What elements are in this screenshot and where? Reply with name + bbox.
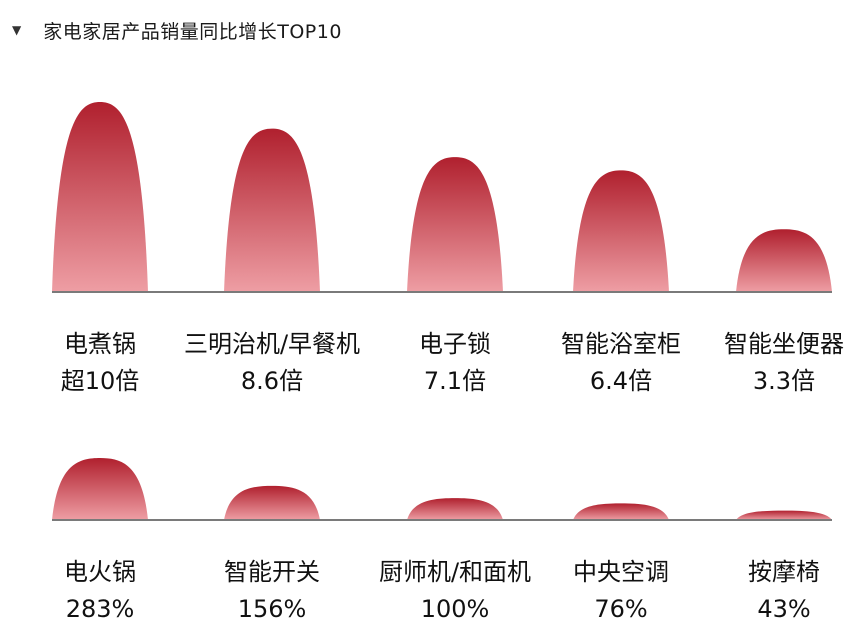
category-label: 电子锁 [419, 330, 491, 358]
value-label: 76% [594, 595, 647, 623]
bar-mark [52, 458, 148, 520]
bar-mark [573, 170, 669, 292]
category-label: 电火锅 [64, 558, 136, 586]
bar-mark [736, 510, 832, 520]
category-label: 三明治机/早餐机 [184, 330, 360, 358]
category-label: 电煮锅 [64, 330, 136, 358]
bar-mark [407, 157, 503, 292]
chart-title: 家电家居产品销量同比增长TOP10 [43, 20, 342, 43]
category-label: 智能开关 [224, 558, 320, 586]
value-label: 283% [66, 595, 135, 623]
value-label: 100% [421, 595, 490, 623]
value-label: 6.4倍 [590, 367, 652, 395]
category-label: 按摩椅 [748, 558, 820, 586]
bar-mark [407, 498, 503, 520]
category-label: 智能坐便器 [724, 330, 844, 358]
bar-mark [52, 102, 148, 292]
bar-mark [573, 503, 669, 520]
bar-mark [224, 128, 320, 292]
value-label: 156% [238, 595, 307, 623]
category-label: 中央空调 [573, 558, 669, 586]
bar-mark [224, 485, 320, 520]
triangle-marker-icon: ▼ [12, 23, 22, 37]
value-label: 超10倍 [61, 367, 140, 395]
value-label: 43% [757, 595, 810, 623]
value-label: 3.3倍 [753, 367, 815, 395]
chart-header: ▼ 家电家居产品销量同比增长TOP10 [12, 16, 342, 44]
category-label: 厨师机/和面机 [379, 558, 531, 586]
value-label: 8.6倍 [241, 367, 303, 395]
bar-mark [736, 229, 832, 292]
value-label: 7.1倍 [424, 367, 486, 395]
category-label: 智能浴室柜 [561, 330, 681, 358]
chart-row-2: 电火锅 283% 智能开关 156% 厨师机/和面机 100% 中央空调 76% 按摩椅 43% [52, 458, 832, 623]
